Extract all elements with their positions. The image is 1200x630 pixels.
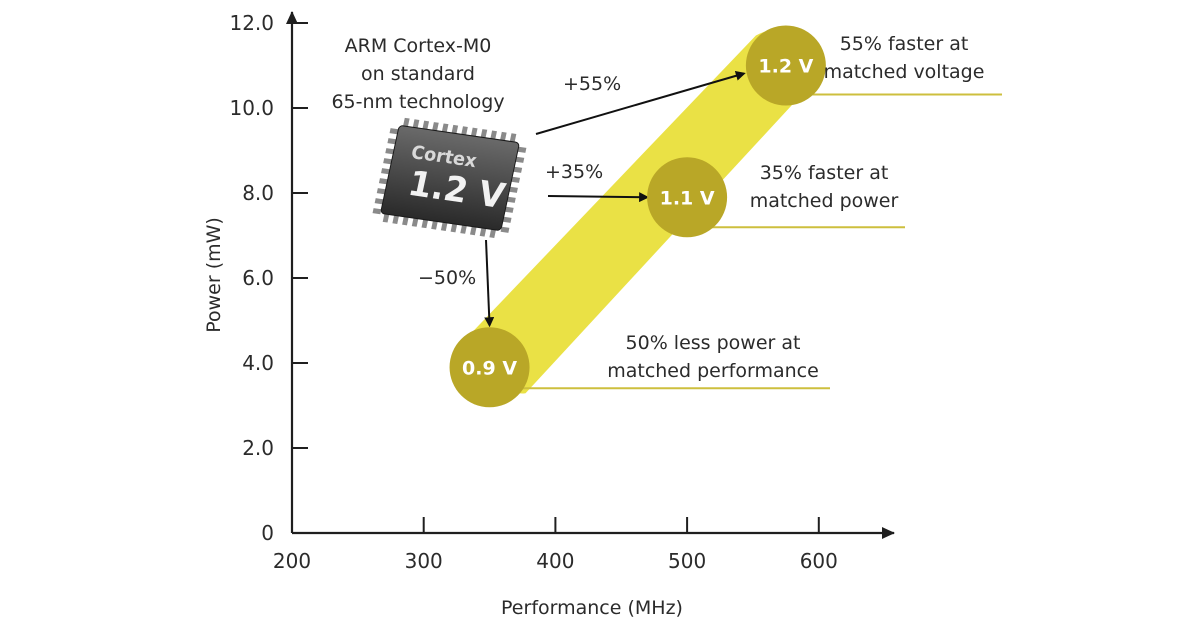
y-tick-label: 12.0 (229, 11, 274, 35)
y-tick-label: 0 (261, 521, 274, 545)
y-tick-label: 10.0 (229, 96, 274, 120)
voltage-point (745, 25, 826, 106)
voltage-point (449, 327, 530, 408)
annotations: ARM Cortex-M0 on standard 65-nm technology… (331, 33, 984, 382)
arrow-line (547, 192, 650, 203)
annotation-text: 35% faster at matched power (750, 162, 899, 212)
annotation-text: 50% less power at matched performance (607, 332, 819, 382)
improvement-arrows: +55% +35% −50% (418, 70, 746, 328)
y-tick-label: 6.0 (242, 266, 274, 290)
y-axis-title: Power (mW) (203, 217, 225, 333)
arrow-label: +35% (545, 161, 603, 183)
arrow-line (484, 239, 495, 328)
x-tick-label: 200 (273, 549, 311, 573)
voltage-scaling-band (463, 30, 812, 394)
annotation-text: 55% faster at matched voltage (824, 33, 985, 83)
x-tick-label: 600 (800, 549, 838, 573)
y-tick-label: 2.0 (242, 436, 274, 460)
x-axis-title: Performance (MHz) (501, 597, 683, 619)
voltage-point-label: 1.1 V (660, 187, 715, 209)
annotation-leader-lines (489, 93, 1002, 390)
annotation-text: ARM Cortex-M0 on standard 65-nm technology (331, 35, 504, 113)
x-tick-label: 500 (668, 549, 706, 573)
arrow-label: +55% (563, 73, 621, 95)
x-tick-label: 300 (405, 549, 443, 573)
y-tick-label: 8.0 (242, 181, 274, 205)
voltage-point (647, 157, 728, 238)
arrow-label: −50% (418, 267, 476, 289)
voltage-point-label: 0.9 V (462, 357, 517, 379)
y-axis-ticks: 0 2.0 4.0 6.0 8.0 10.0 12.0 (229, 11, 308, 545)
voltage-point-label: 1.2 V (758, 56, 813, 78)
y-tick-label: 4.0 (242, 351, 274, 375)
arrow-line (535, 70, 746, 135)
x-tick-label: 400 (536, 549, 574, 573)
voltage-points: 0.9 V 1.1 V 1.2 V (449, 25, 826, 408)
x-axis-ticks: 200 300 400 500 600 (273, 517, 838, 573)
axes: 200 300 400 500 600 0 2.0 4.0 6.0 8.0 10.0 12.0 (229, 11, 895, 573)
